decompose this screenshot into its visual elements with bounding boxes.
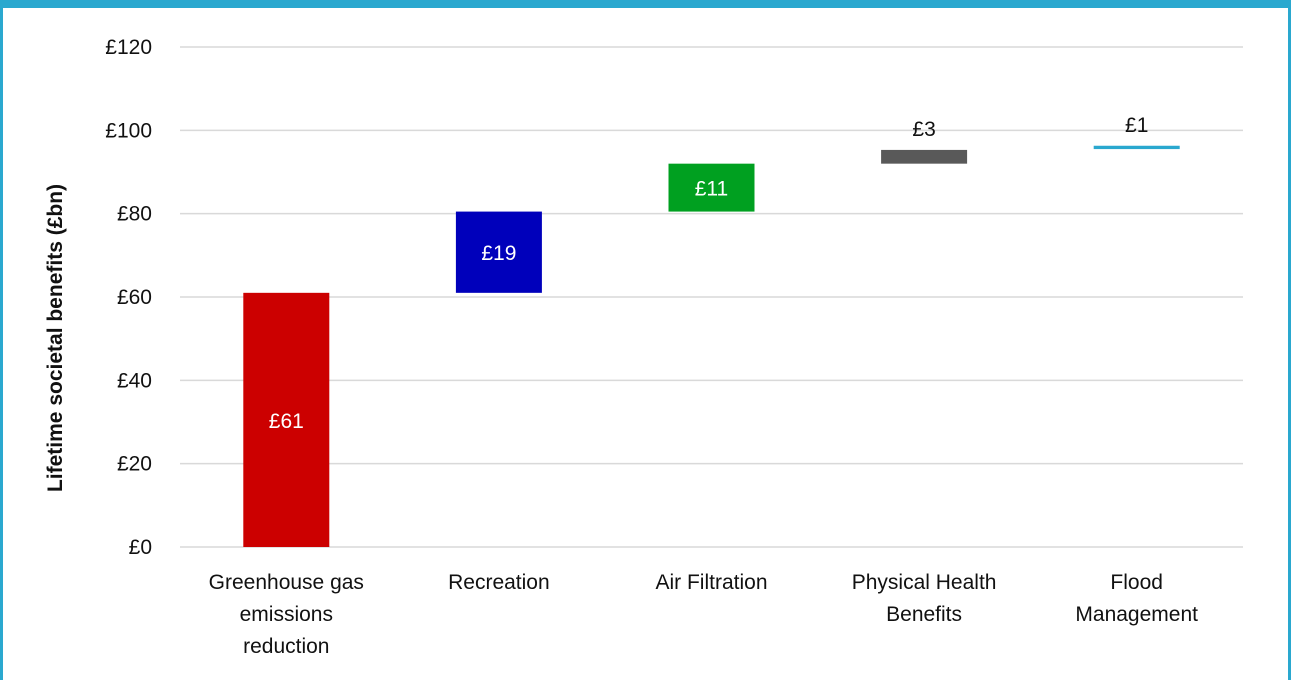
bar bbox=[243, 292, 330, 547]
category-label-line: Air Filtration bbox=[655, 571, 767, 594]
y-axis-tick-labels: £0 £20 £40 £60 £80 £100 £120 bbox=[105, 36, 152, 559]
bar bbox=[455, 211, 542, 293]
y-axis-title: Lifetime societal benefits (£bn) bbox=[44, 184, 67, 492]
category-label-line: Recreation bbox=[448, 571, 550, 594]
y-tick-label: £20 bbox=[117, 453, 152, 476]
value-label: £3 bbox=[912, 118, 935, 141]
bar bbox=[668, 163, 755, 212]
value-label: £19 bbox=[481, 242, 516, 265]
gridlines bbox=[180, 46, 1243, 548]
value-label: £11 bbox=[695, 178, 728, 201]
y-tick-label: £40 bbox=[117, 369, 152, 392]
bars bbox=[243, 145, 1180, 547]
bar bbox=[881, 149, 968, 164]
category-label: Air Filtration bbox=[655, 571, 767, 594]
y-tick-label: £100 bbox=[105, 119, 152, 142]
category-label-line: Greenhouse gas bbox=[209, 571, 364, 594]
bar bbox=[1093, 145, 1180, 150]
category-label: Flood Management bbox=[1075, 571, 1198, 626]
category-label-line: Management bbox=[1075, 603, 1198, 626]
y-tick-label: £80 bbox=[117, 203, 152, 226]
category-label: Physical Health Benefits bbox=[852, 571, 997, 626]
category-labels: Greenhouse gas emissions reduction Recreati… bbox=[209, 571, 1198, 658]
category-label-line: reduction bbox=[243, 635, 329, 658]
category-label-line: Flood bbox=[1110, 571, 1163, 594]
value-label: £1 bbox=[1125, 114, 1148, 137]
value-labels: £61 £19 £11 £3 £1 bbox=[269, 114, 1149, 433]
value-label: £61 bbox=[269, 410, 304, 433]
category-label-line: emissions bbox=[240, 603, 333, 626]
y-tick-label: £0 bbox=[129, 536, 152, 559]
y-tick-label: £60 bbox=[117, 286, 152, 309]
y-tick-label: £120 bbox=[105, 36, 152, 59]
category-label-line: Benefits bbox=[886, 603, 962, 626]
category-label: Greenhouse gas emissions reduction bbox=[209, 571, 364, 658]
category-label-line: Physical Health bbox=[852, 571, 997, 594]
category-label: Recreation bbox=[448, 571, 550, 594]
